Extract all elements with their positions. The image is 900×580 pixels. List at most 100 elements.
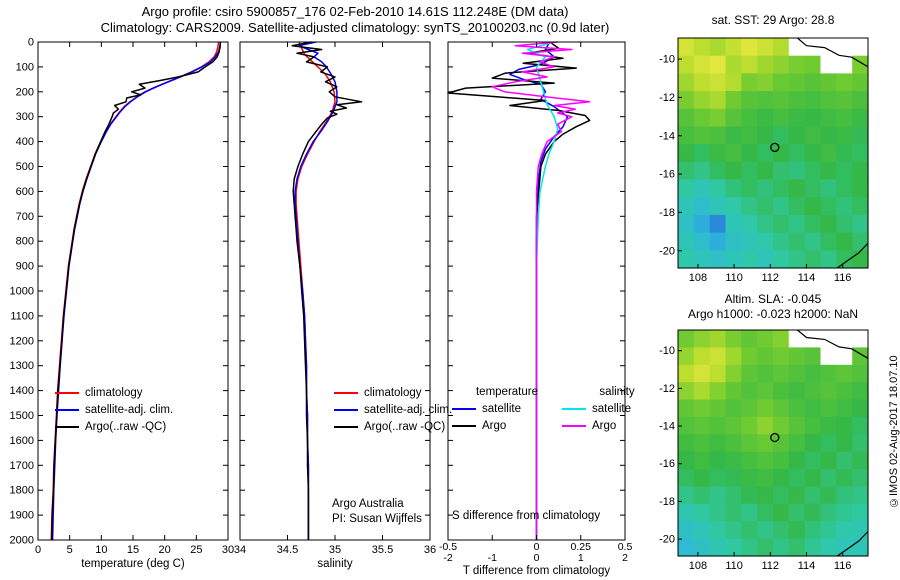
salinity-legend: climatology satellite-adj. clim. Argo(..… [334, 384, 452, 435]
profile-location-marker [770, 142, 780, 153]
svg-text:-20: -20 [659, 245, 675, 257]
t-argo-curve [447, 41, 591, 540]
legend-item-climatology: climatology [55, 384, 173, 401]
svg-text:25: 25 [190, 544, 202, 556]
legend-item-t-satellite: satellite [452, 400, 562, 417]
svg-text:900: 900 [16, 261, 34, 273]
sla-map-title-line1: Altim. SLA: -0.045 [724, 292, 822, 306]
climatology-line-swatch [55, 391, 79, 394]
legend-header-temperature: temperature [475, 386, 538, 398]
svg-text:1100: 1100 [10, 310, 34, 322]
svg-text:-20: -20 [659, 534, 675, 546]
svg-text:0: 0 [35, 544, 41, 556]
imos-watermark: ©IMOS 02-Aug-2017 18.07.10 [888, 355, 900, 508]
svg-text:1200: 1200 [10, 335, 34, 347]
svg-text:36: 36 [424, 544, 436, 556]
svg-text:-10: -10 [659, 54, 675, 66]
svg-text:500: 500 [16, 161, 34, 173]
legend-label: Argo [482, 419, 507, 432]
svg-text:400: 400 [16, 136, 34, 148]
s-argo-curve [491, 41, 591, 540]
sla-map-title-line2: Argo h1000: -0.023 h2000: NaN [687, 307, 859, 321]
svg-text:0: 0 [534, 552, 540, 564]
svg-text:15: 15 [127, 544, 139, 556]
svg-text:1700: 1700 [10, 460, 34, 472]
legend-label: Argo(..raw -QC) [85, 420, 167, 433]
svg-text:600: 600 [16, 186, 34, 198]
difference-profile-panel: -2 -1 0 1 2 -0.5 0 0.25 0.5 [439, 41, 633, 564]
svg-text:-18: -18 [659, 207, 675, 219]
svg-text:300: 300 [16, 111, 34, 123]
svg-text:0: 0 [534, 541, 540, 553]
temperature-axis-label: temperature (deg C) [81, 558, 185, 570]
svg-text:1900: 1900 [10, 510, 34, 522]
svg-text:-16: -16 [659, 169, 675, 181]
svg-text:-1: -1 [488, 552, 497, 564]
sst-map-title: sat. SST: 29 Argo: 28.8 [711, 13, 835, 27]
argo-australia-line: Argo Australia [332, 498, 404, 510]
svg-text:-12: -12 [659, 92, 675, 104]
climatology-line-swatch [334, 391, 358, 394]
svg-text:35.5: 35.5 [372, 544, 393, 556]
svg-text:116: 116 [834, 560, 852, 572]
svg-text:34.5: 34.5 [277, 544, 298, 556]
svg-text:34: 34 [234, 544, 246, 556]
pi-line: PI: Susan Wijffels [332, 513, 422, 525]
legend-label: Argo(..raw -QC) [364, 420, 446, 433]
svg-text:112: 112 [762, 272, 780, 284]
svg-text:-2: -2 [443, 552, 452, 564]
svg-text:110: 110 [725, 560, 743, 572]
svg-text:20: 20 [159, 544, 171, 556]
legend-header-salinity: salinity [599, 386, 635, 398]
svg-text:-12: -12 [659, 383, 675, 395]
svg-text:1600: 1600 [10, 435, 34, 447]
figure-title-line2: Climatology: CARS2009. Satellite-adjuste… [100, 20, 610, 35]
t-difference-axis-label: T difference from climatology [462, 565, 611, 577]
svg-text:700: 700 [16, 211, 34, 223]
svg-text:10: 10 [95, 544, 107, 556]
svg-text:-18: -18 [659, 496, 675, 508]
svg-text:114: 114 [798, 560, 816, 572]
legend-item-t-argo: Argo [452, 417, 562, 434]
legend-label: Argo [592, 419, 617, 432]
svg-text:0.25: 0.25 [571, 541, 592, 553]
svg-text:110: 110 [725, 272, 743, 284]
svg-text:0: 0 [28, 37, 34, 49]
svg-text:114: 114 [798, 272, 816, 284]
svg-text:1500: 1500 [10, 410, 34, 422]
legend-item-s-satellite: satellite [562, 400, 672, 417]
legend-item-satellite-clim: satellite-adj. clim. [334, 401, 452, 418]
sla-map-panel: 108 110 112 114 116 -10 -12 -14 -16 -18 -20 [659, 329, 869, 572]
svg-text:1400: 1400 [10, 385, 34, 397]
salinity-axis-label: salinity [317, 558, 353, 570]
svg-text:-10: -10 [659, 345, 675, 357]
argo-curve [50, 41, 222, 541]
legend-label: satellite [592, 402, 631, 415]
svg-text:35: 35 [329, 544, 341, 556]
svg-text:0.5: 0.5 [618, 541, 633, 553]
t-difference-legend: temperature satellite Argo [452, 384, 562, 434]
s-difference-legend: salinity satellite Argo [562, 384, 672, 434]
climatology-curve [50, 41, 220, 541]
legend-item-satellite-clim: satellite-adj. clim. [55, 401, 173, 418]
legend-label: satellite-adj. clim. [85, 403, 174, 416]
svg-text:-16: -16 [659, 458, 675, 470]
s-difference-note: S difference from climatology [452, 510, 601, 522]
salinity-profile-panel: 34 34.5 35 35.5 36 [234, 41, 436, 556]
t-satellite-curve [509, 41, 569, 540]
temperature-legend: climatology satellite-adj. clim. Argo(..… [55, 384, 173, 435]
svg-text:800: 800 [16, 236, 34, 248]
svg-text:2: 2 [622, 552, 628, 564]
argo-curve [291, 41, 363, 540]
profile-location-marker [770, 432, 780, 443]
legend-label: climatology [364, 386, 422, 399]
svg-text:116: 116 [834, 272, 852, 284]
svg-text:112: 112 [762, 560, 780, 572]
svg-text:-14: -14 [659, 421, 675, 433]
legend-label: satellite-adj. clim. [364, 403, 453, 416]
legend-item-climatology: climatology [334, 384, 452, 401]
satellite-clim-line-swatch [55, 408, 79, 411]
svg-text:-14: -14 [659, 130, 675, 142]
sst-map-panel: 108 110 112 114 116 -10 -12 -14 -16 -18 -20 [659, 37, 869, 284]
legend-label: climatology [85, 386, 143, 399]
